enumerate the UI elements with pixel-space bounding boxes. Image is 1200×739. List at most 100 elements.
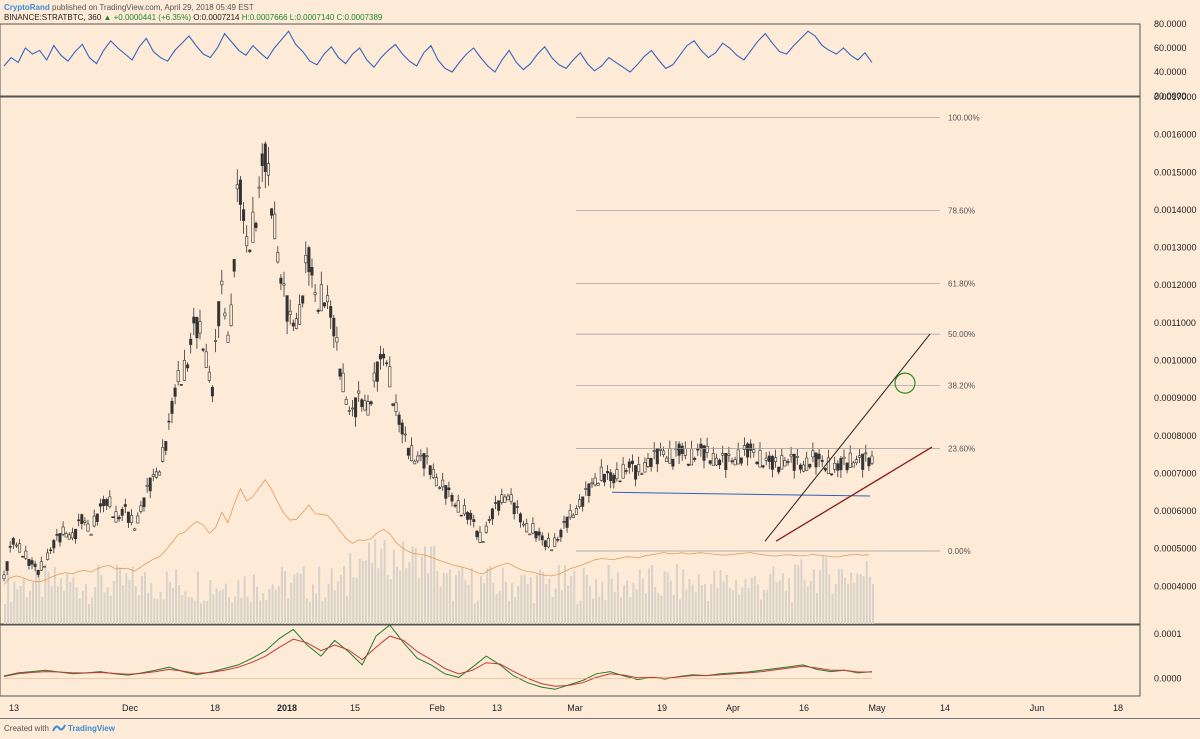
candle-body bbox=[382, 353, 386, 359]
candle-body bbox=[375, 361, 379, 382]
candle-body bbox=[792, 453, 796, 471]
candle-body bbox=[263, 143, 267, 172]
volume-bar bbox=[196, 571, 199, 624]
candle-body bbox=[248, 249, 252, 252]
fib-level-label: 61.80% bbox=[948, 279, 975, 288]
candle-body bbox=[372, 372, 376, 382]
volume-bar bbox=[610, 578, 613, 624]
volume-bar bbox=[688, 579, 691, 624]
volume-bar bbox=[187, 597, 190, 624]
tradingview-logo-icon bbox=[52, 724, 66, 732]
candle-body bbox=[500, 494, 504, 503]
volume-bar bbox=[539, 569, 542, 624]
candle-body bbox=[285, 295, 289, 322]
volume-bar bbox=[293, 574, 296, 624]
candle-body bbox=[126, 511, 130, 523]
candle-body bbox=[416, 455, 420, 462]
chart-footer: Created with TradingView bbox=[0, 718, 1200, 739]
volume-bar bbox=[809, 580, 812, 624]
candle-body bbox=[388, 366, 392, 388]
volume-bar bbox=[53, 566, 56, 624]
candle-body bbox=[609, 472, 613, 482]
volume-bar bbox=[19, 585, 22, 624]
candle-body bbox=[714, 457, 718, 466]
volume-bar bbox=[284, 571, 286, 624]
volume-bar bbox=[669, 580, 672, 624]
volume-bar bbox=[228, 597, 230, 624]
volume-bar bbox=[159, 591, 162, 624]
volume-bar bbox=[455, 575, 458, 624]
candle-body bbox=[596, 482, 600, 486]
candle-body bbox=[74, 528, 78, 540]
candle-body bbox=[391, 403, 395, 406]
time-tick-label: Mar bbox=[567, 703, 583, 713]
candle-body bbox=[466, 512, 470, 520]
volume-bar bbox=[343, 566, 346, 624]
candle-body bbox=[117, 516, 121, 520]
candle-body bbox=[8, 545, 12, 548]
candle-body bbox=[556, 538, 560, 541]
volume-bar bbox=[361, 560, 364, 624]
volume-bar bbox=[140, 576, 143, 624]
candle-body bbox=[543, 540, 547, 547]
candle-body bbox=[316, 309, 320, 312]
candle-body bbox=[139, 505, 143, 512]
candle-body bbox=[540, 535, 544, 541]
volume-bar bbox=[536, 575, 538, 624]
volume-bar bbox=[25, 597, 28, 624]
volume-bar bbox=[492, 583, 495, 624]
volume-bar bbox=[850, 572, 853, 624]
volume-bar bbox=[243, 576, 246, 624]
candle-body bbox=[811, 450, 815, 458]
candle-body bbox=[652, 450, 656, 452]
candle-body bbox=[767, 455, 771, 462]
volume-bar bbox=[433, 546, 436, 624]
fib-level-label: 23.60% bbox=[948, 445, 975, 454]
author-name[interactable]: CryptoRand bbox=[4, 3, 50, 12]
candle-body bbox=[590, 482, 594, 485]
candle-body bbox=[260, 153, 264, 167]
volume-bar bbox=[399, 570, 402, 624]
candle-body bbox=[802, 464, 806, 472]
candle-body bbox=[780, 455, 784, 470]
volume-bar bbox=[579, 600, 582, 624]
volume-bar bbox=[156, 599, 159, 624]
price-border bbox=[0, 96, 1141, 625]
candle-body bbox=[378, 354, 382, 360]
volume-bar bbox=[763, 589, 766, 624]
volume-bar bbox=[97, 564, 100, 624]
candle-body bbox=[148, 477, 152, 492]
candle-body bbox=[447, 487, 451, 490]
volume-bar bbox=[125, 573, 128, 624]
volume-bar bbox=[35, 565, 38, 624]
volume-bar bbox=[582, 567, 585, 624]
candle-body bbox=[189, 338, 193, 345]
volume-bar bbox=[865, 561, 868, 624]
candle-body bbox=[662, 450, 666, 455]
volume-bar bbox=[682, 569, 685, 624]
volume-bar bbox=[50, 586, 53, 624]
volume-bar bbox=[119, 567, 122, 624]
volume-bar bbox=[352, 577, 355, 624]
candle-body bbox=[497, 500, 501, 511]
volume-bar bbox=[632, 583, 635, 624]
candle-body bbox=[612, 474, 616, 484]
candle-body bbox=[326, 295, 330, 303]
volume-bar bbox=[663, 571, 666, 624]
candle-body bbox=[217, 301, 221, 327]
tradingview-brand[interactable]: TradingView bbox=[68, 724, 115, 733]
volume-bar bbox=[72, 577, 75, 624]
volume-bar bbox=[386, 574, 389, 624]
candle-body bbox=[509, 494, 513, 502]
volume-bar bbox=[60, 578, 62, 624]
volume-bar bbox=[137, 595, 140, 624]
volume-bar bbox=[340, 575, 342, 624]
volume-bar bbox=[803, 579, 806, 624]
candle-body bbox=[774, 457, 778, 463]
volume-bar bbox=[41, 596, 44, 624]
candle-body bbox=[276, 252, 280, 263]
candle-body bbox=[70, 532, 74, 539]
volume-bar bbox=[168, 581, 171, 624]
volume-bar bbox=[595, 579, 598, 624]
